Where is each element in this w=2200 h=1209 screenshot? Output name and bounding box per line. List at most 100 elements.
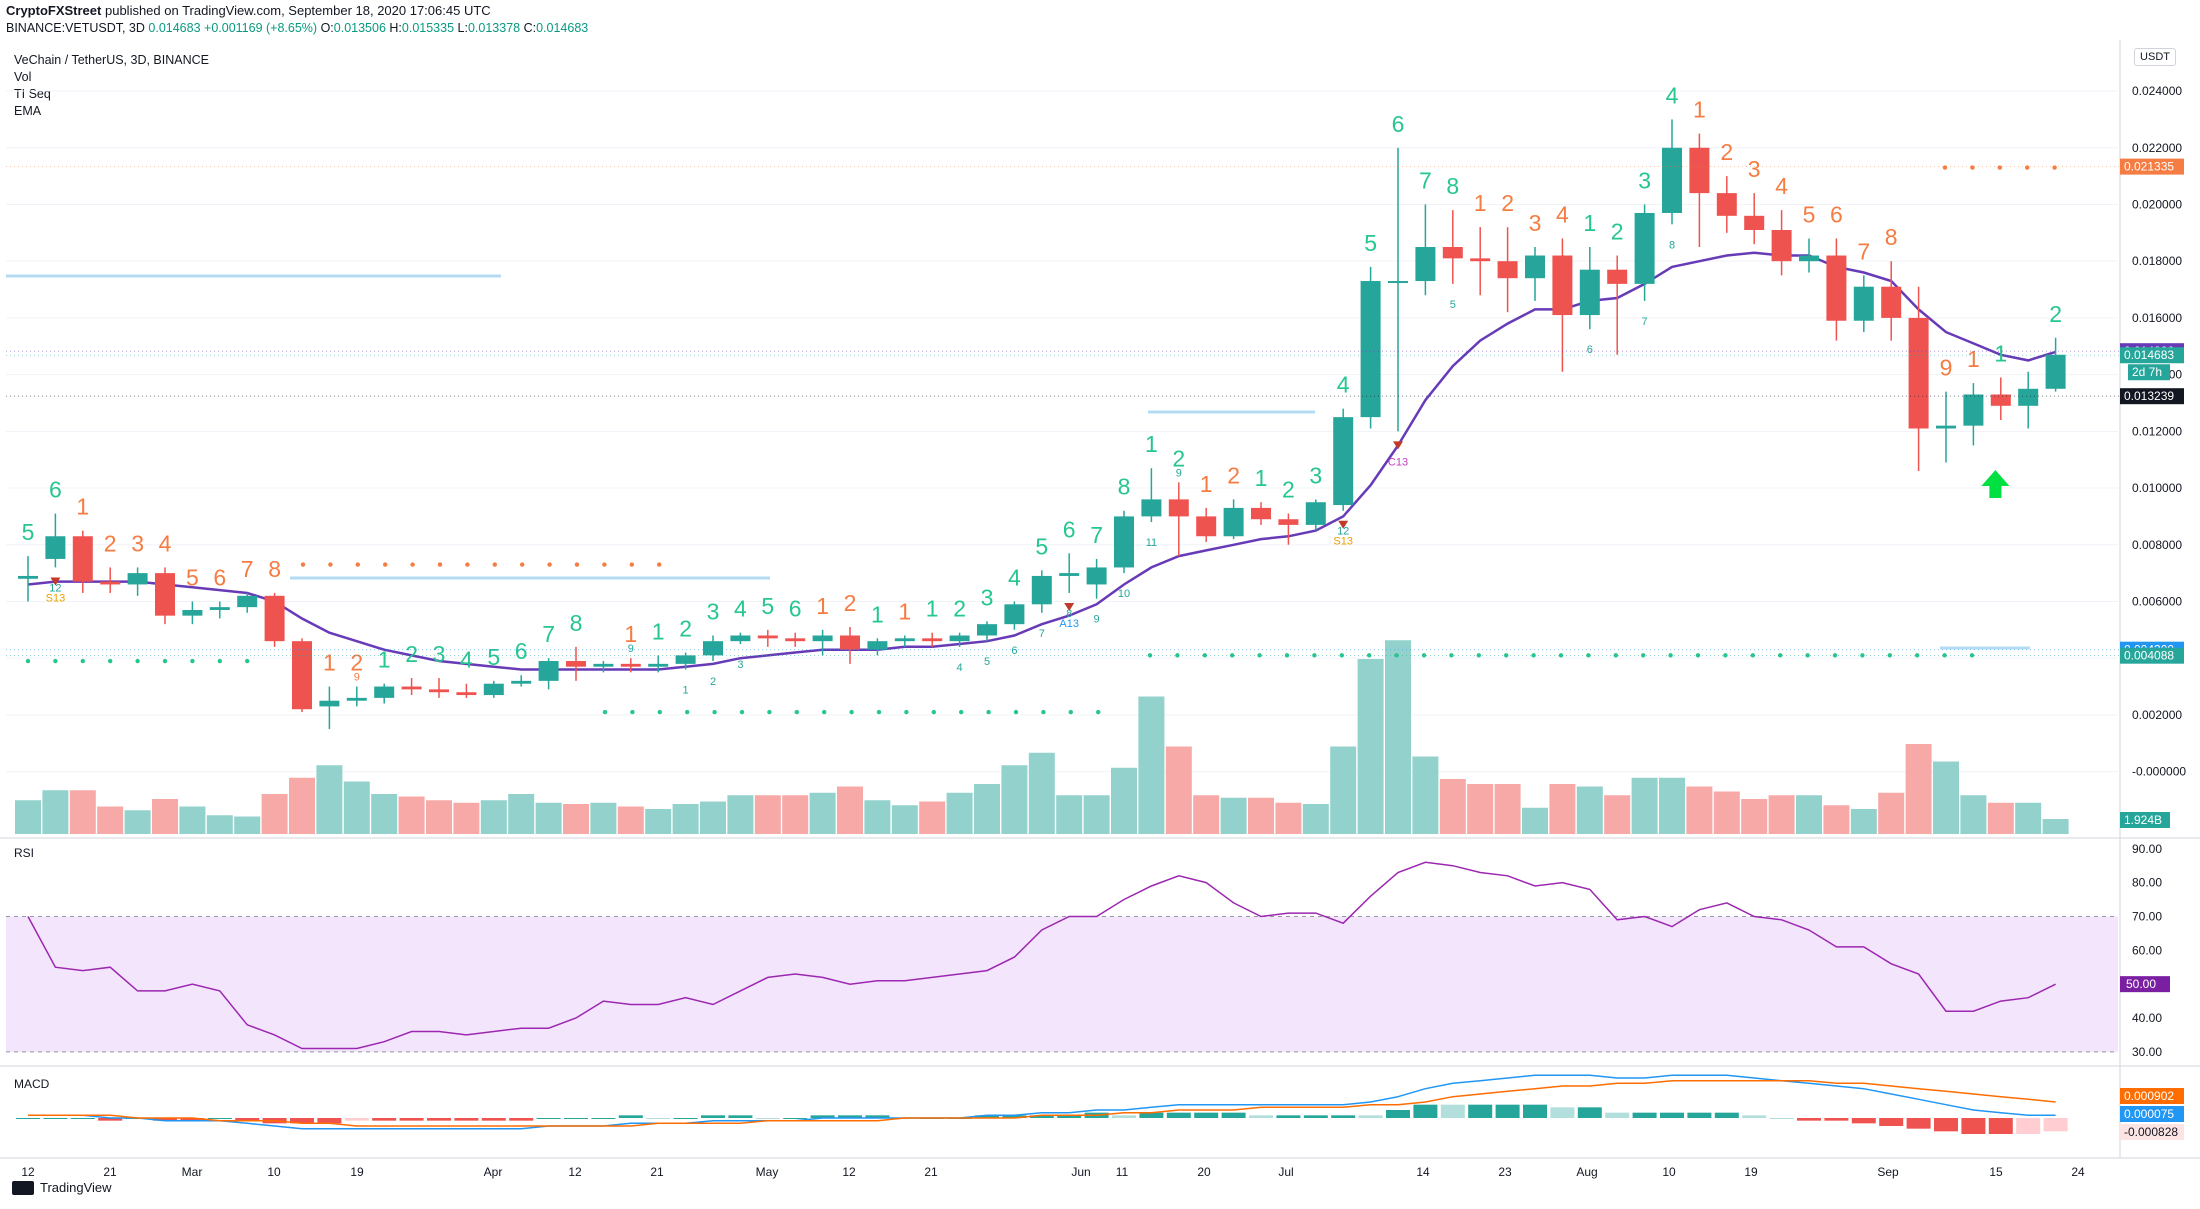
publish-header: CryptoFXStreet published on TradingView.… bbox=[6, 3, 491, 18]
seq-count-label: 8 bbox=[570, 610, 583, 636]
volume-bar bbox=[864, 800, 891, 834]
volume-bar bbox=[1933, 761, 1959, 834]
level-dot bbox=[959, 709, 964, 715]
seq-count-label: 1 bbox=[76, 494, 89, 520]
currency-badge[interactable]: USDT bbox=[2134, 48, 2176, 66]
level-dot bbox=[1613, 653, 1619, 658]
level-dot bbox=[767, 709, 772, 715]
x-tick-label: 19 bbox=[1744, 1165, 1758, 1179]
volume-bar bbox=[2042, 819, 2069, 834]
candle-body bbox=[72, 536, 93, 582]
level-dot bbox=[1970, 165, 1975, 170]
volume-bar bbox=[1686, 786, 1713, 834]
seq-count-label: 1 bbox=[1967, 346, 1980, 372]
candle-body bbox=[1799, 255, 1819, 262]
seq-small-label: 9 bbox=[1176, 467, 1182, 479]
rsi-pane-label: RSI bbox=[14, 846, 35, 860]
legend-vol[interactable]: Vol bbox=[14, 70, 32, 84]
indicator-legend: VeChain / TetherUS, 3D, BINANCE Vol TI S… bbox=[14, 52, 209, 120]
seq-count-label: 9 bbox=[1940, 355, 1953, 381]
rsi-tick-label: 40.00 bbox=[2132, 1011, 2162, 1025]
level-dot bbox=[657, 709, 662, 715]
seq-count-label: 6 bbox=[1830, 202, 1843, 228]
volume-bar bbox=[1111, 767, 1137, 834]
macd-badge bbox=[2120, 1106, 2184, 1122]
seq-count-label: 6 bbox=[1063, 516, 1076, 542]
candle-body bbox=[703, 641, 723, 656]
x-tick-label: Jun bbox=[1071, 1165, 1090, 1179]
volume-bar bbox=[837, 786, 863, 834]
seq-count-label: 2 bbox=[1282, 477, 1295, 503]
volume-bar bbox=[1220, 797, 1247, 834]
high-value: 0.015335 bbox=[401, 21, 455, 35]
y-tick-label: 0.002000 bbox=[2132, 708, 2182, 722]
down-arrow-icon bbox=[50, 577, 61, 586]
volume-bar bbox=[700, 801, 726, 834]
volume-bar bbox=[343, 781, 370, 834]
candle-body bbox=[429, 689, 449, 693]
candle-body bbox=[18, 575, 38, 579]
level-dot bbox=[1013, 709, 1019, 715]
candle-body bbox=[1552, 255, 1573, 316]
candle-body bbox=[757, 635, 778, 639]
level-dot bbox=[1969, 653, 1975, 658]
macd-badge bbox=[2120, 1124, 2184, 1140]
macd-histogram-bar bbox=[317, 1118, 342, 1124]
price-badge-text: 0.014683 bbox=[2124, 348, 2174, 362]
seq-count-label: 2 bbox=[405, 641, 418, 667]
volume-bar bbox=[69, 790, 96, 834]
volume-bar bbox=[1467, 784, 1494, 834]
level-dot bbox=[1558, 653, 1564, 658]
macd-badge-text: -0.000828 bbox=[2124, 1125, 2178, 1139]
macd-histogram-bar bbox=[16, 1118, 40, 1119]
macd-histogram-bar bbox=[1577, 1107, 1602, 1118]
macd-histogram-bar bbox=[673, 1118, 698, 1119]
candle-body bbox=[100, 581, 121, 585]
macd-histogram-bar bbox=[1386, 1110, 1410, 1118]
legend-title[interactable]: VeChain / TetherUS, 3D, BINANCE bbox=[14, 53, 209, 67]
seq-small-label: 9 bbox=[628, 643, 634, 655]
macd-badge-text: 0.000902 bbox=[2124, 1089, 2174, 1103]
level-dot bbox=[1041, 709, 1046, 715]
candle-body bbox=[1004, 604, 1025, 625]
rsi-badge-text: 50.00 bbox=[2126, 977, 2156, 991]
level-dot bbox=[328, 562, 333, 567]
tradingview-logo-icon bbox=[12, 1180, 34, 1195]
macd-histogram-bar bbox=[344, 1118, 369, 1121]
macd-histogram-bar bbox=[1687, 1112, 1712, 1118]
tradingview-footer[interactable]: TradingView bbox=[12, 1180, 112, 1195]
macd-histogram-bar bbox=[372, 1118, 397, 1121]
level-dot bbox=[629, 562, 634, 567]
volume-bar bbox=[1604, 795, 1631, 834]
level-dot bbox=[986, 709, 991, 715]
seq-small-label: 6 bbox=[1587, 344, 1593, 356]
seq-small-label: 9 bbox=[354, 672, 360, 684]
macd-badge bbox=[2120, 1088, 2184, 1104]
publisher-name[interactable]: CryptoFXStreet bbox=[6, 3, 102, 18]
candle-body bbox=[538, 661, 559, 681]
level-dot bbox=[1367, 653, 1372, 658]
legend-ema[interactable]: EMA bbox=[14, 104, 42, 118]
macd-histogram-bar bbox=[1523, 1104, 1547, 1118]
seq-count-label: 3 bbox=[707, 599, 720, 625]
x-tick-label: Apr bbox=[484, 1165, 503, 1179]
seq-count-label: 6 bbox=[49, 477, 62, 503]
candle-body bbox=[264, 595, 285, 642]
y-tick-label: 0.012000 bbox=[2132, 424, 2182, 438]
seq-count-label: 1 bbox=[1994, 340, 2007, 366]
seq-count-label: 4 bbox=[1775, 173, 1788, 199]
volume-bar bbox=[42, 790, 69, 834]
volume-bar bbox=[1138, 696, 1165, 834]
legend-tiseq[interactable]: TI Seq bbox=[14, 87, 51, 101]
macd-histogram-bar bbox=[1029, 1115, 1054, 1118]
level-dot bbox=[685, 709, 690, 715]
level-dot bbox=[1449, 653, 1454, 658]
y-tick-label: 0.018000 bbox=[2132, 254, 2182, 268]
macd-histogram-bar bbox=[454, 1118, 479, 1121]
candle-body bbox=[1031, 575, 1052, 605]
volume-bar bbox=[152, 799, 178, 834]
volume-bar bbox=[563, 804, 589, 834]
volume-bar bbox=[97, 806, 124, 834]
seq-count-label: 5 bbox=[22, 519, 35, 545]
